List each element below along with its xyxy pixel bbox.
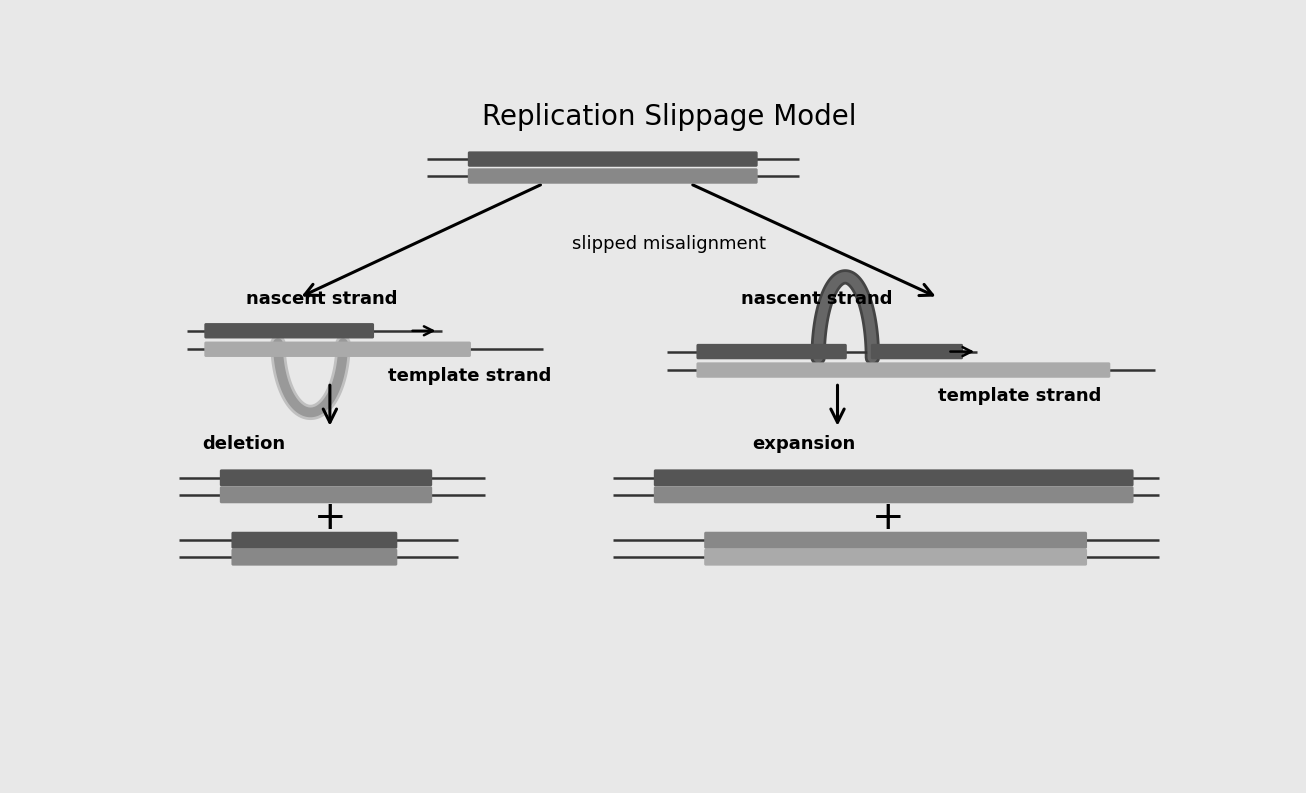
FancyBboxPatch shape xyxy=(654,486,1134,504)
FancyBboxPatch shape xyxy=(231,549,397,565)
FancyBboxPatch shape xyxy=(704,549,1087,565)
FancyBboxPatch shape xyxy=(231,532,397,549)
FancyBboxPatch shape xyxy=(696,344,846,359)
FancyBboxPatch shape xyxy=(468,151,757,167)
FancyBboxPatch shape xyxy=(871,344,963,359)
Text: +: + xyxy=(871,499,904,537)
Text: expansion: expansion xyxy=(752,435,855,453)
Text: +: + xyxy=(313,499,346,537)
Text: deletion: deletion xyxy=(202,435,285,453)
Text: nascent strand: nascent strand xyxy=(741,290,892,308)
FancyBboxPatch shape xyxy=(704,532,1087,549)
FancyBboxPatch shape xyxy=(219,469,432,486)
Text: Replication Slippage Model: Replication Slippage Model xyxy=(482,103,857,131)
Text: slipped misalignment: slipped misalignment xyxy=(572,235,767,253)
Text: template strand: template strand xyxy=(388,367,551,385)
Text: nascent strand: nascent strand xyxy=(247,290,398,308)
FancyBboxPatch shape xyxy=(219,486,432,504)
FancyBboxPatch shape xyxy=(204,342,471,357)
FancyBboxPatch shape xyxy=(654,469,1134,486)
FancyBboxPatch shape xyxy=(204,323,374,339)
FancyBboxPatch shape xyxy=(696,362,1110,377)
FancyBboxPatch shape xyxy=(468,168,757,184)
Text: template strand: template strand xyxy=(938,387,1102,405)
